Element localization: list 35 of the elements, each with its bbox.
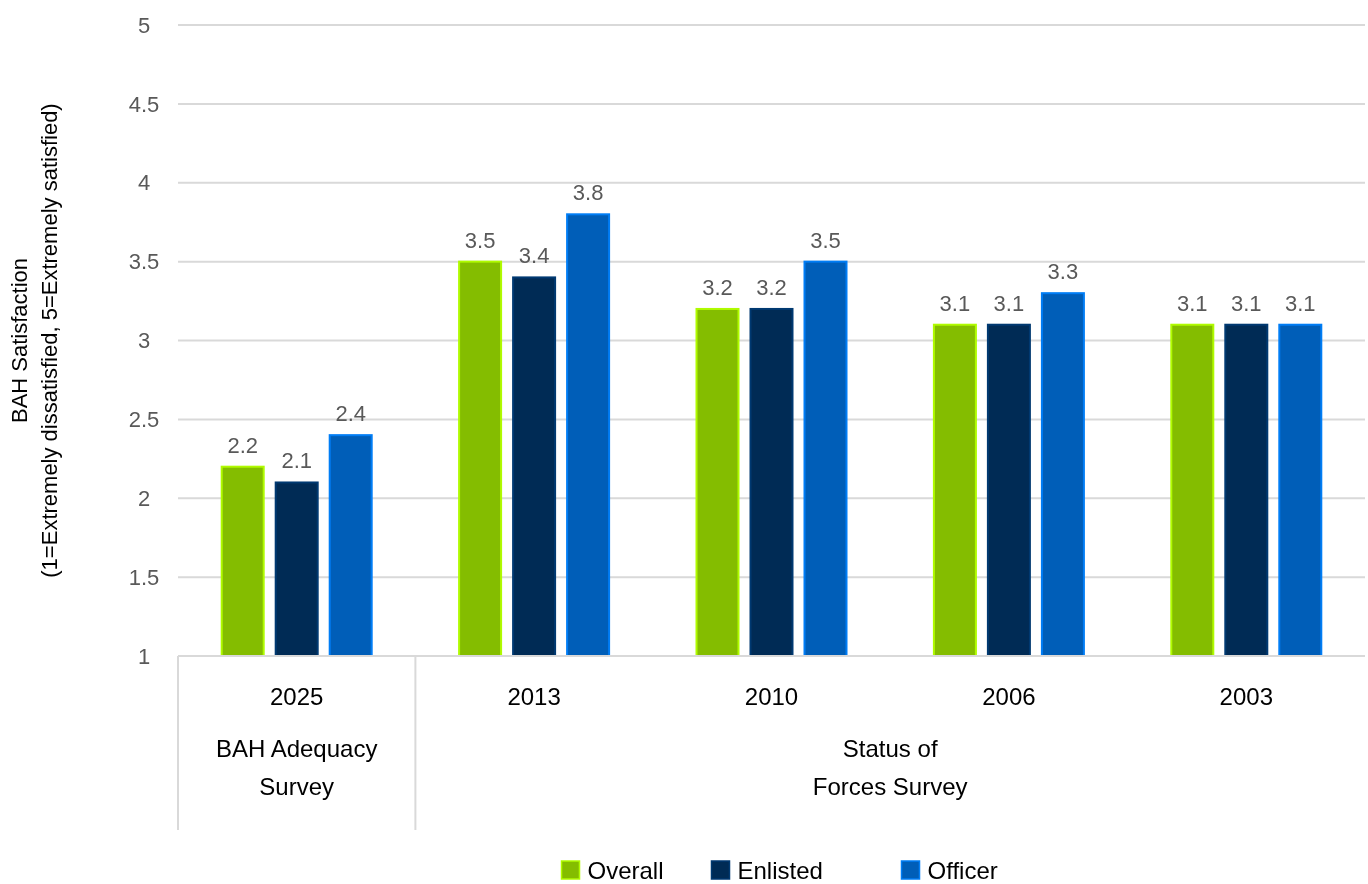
y-tick-label: 4 [137,170,151,196]
data-label: 3.5 [464,227,496,253]
x-tick-label: 2013 [507,683,561,711]
data-label: 3.1 [993,290,1025,316]
x-tick-label: 2010 [744,683,799,711]
data-label: 2.4 [335,401,366,427]
x-tick-label: 2025 [270,683,324,711]
data-label: 3.1 [1177,290,1208,316]
y-axis-title: BAH Satisfaction (1=Extremely dissatisfied, 5=Extremely satisfied) [6,103,62,578]
legend-label: Officer [927,857,998,884]
data-label: 3.4 [518,243,550,269]
data-label: 3.5 [810,227,841,253]
data-label: 3.8 [572,180,604,206]
text: BAH Adequacy Survey [215,735,378,801]
y-tick-label: 3.5 [128,249,160,275]
data-label: 3.1 [939,290,971,316]
data-label: 3.2 [756,274,787,300]
y-tick-label: 5 [137,12,151,38]
data-label: 3.1 [1231,290,1262,316]
y-tick-label: 2.5 [128,407,160,433]
y-tick-label: 2 [137,485,151,511]
data-label: 3.3 [1047,259,1079,285]
y-tick-label: 1.5 [128,564,160,590]
legend-label: Overall [587,857,664,884]
y-tick-label: 4.5 [128,91,160,117]
x-tick-label: 2006 [982,683,1036,711]
data-label: 3.1 [1285,290,1316,316]
x-tick-label: 2003 [1219,683,1273,711]
text: Status of Forces Survey [812,735,968,801]
data-label: 2.1 [281,448,312,474]
legend-label: Enlisted [737,857,823,884]
y-tick-label: 3 [137,328,151,354]
data-label: 2.2 [227,432,258,458]
y-tick-label: 1 [137,643,151,669]
data-label: 3.2 [702,274,733,300]
